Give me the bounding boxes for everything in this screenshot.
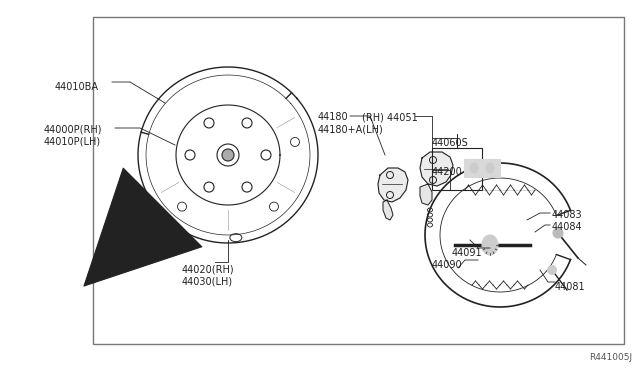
Text: FRONT: FRONT: [94, 256, 125, 264]
Text: 44200: 44200: [432, 167, 463, 177]
Polygon shape: [383, 200, 393, 220]
Ellipse shape: [553, 228, 563, 238]
Text: 44010P(LH): 44010P(LH): [44, 137, 101, 147]
Ellipse shape: [222, 149, 234, 161]
Text: R441005J: R441005J: [589, 353, 632, 362]
Text: 44000P(RH): 44000P(RH): [44, 125, 102, 135]
Text: 44180+A(LH): 44180+A(LH): [318, 124, 384, 134]
Bar: [432, 148, 482, 190]
Polygon shape: [420, 184, 432, 205]
Text: 44083: 44083: [552, 210, 582, 220]
Bar: [464, 159, 500, 177]
Text: 44090: 44090: [432, 260, 463, 270]
Text: 44020(RH): 44020(RH): [182, 265, 235, 275]
Text: 44060S: 44060S: [432, 138, 468, 148]
Text: 44180: 44180: [318, 112, 349, 122]
Ellipse shape: [547, 266, 557, 275]
Ellipse shape: [482, 235, 498, 255]
Text: 44084: 44084: [552, 222, 582, 232]
Ellipse shape: [470, 163, 478, 173]
Bar: [93, 17, 624, 344]
Text: 44091: 44091: [452, 248, 483, 258]
Polygon shape: [378, 168, 408, 202]
Text: (RH) 44051: (RH) 44051: [362, 112, 418, 122]
Ellipse shape: [486, 163, 494, 173]
Polygon shape: [420, 152, 453, 186]
Text: 44081: 44081: [555, 282, 586, 292]
Text: 44010BA: 44010BA: [55, 82, 99, 92]
Text: 44030(LH): 44030(LH): [182, 277, 233, 287]
